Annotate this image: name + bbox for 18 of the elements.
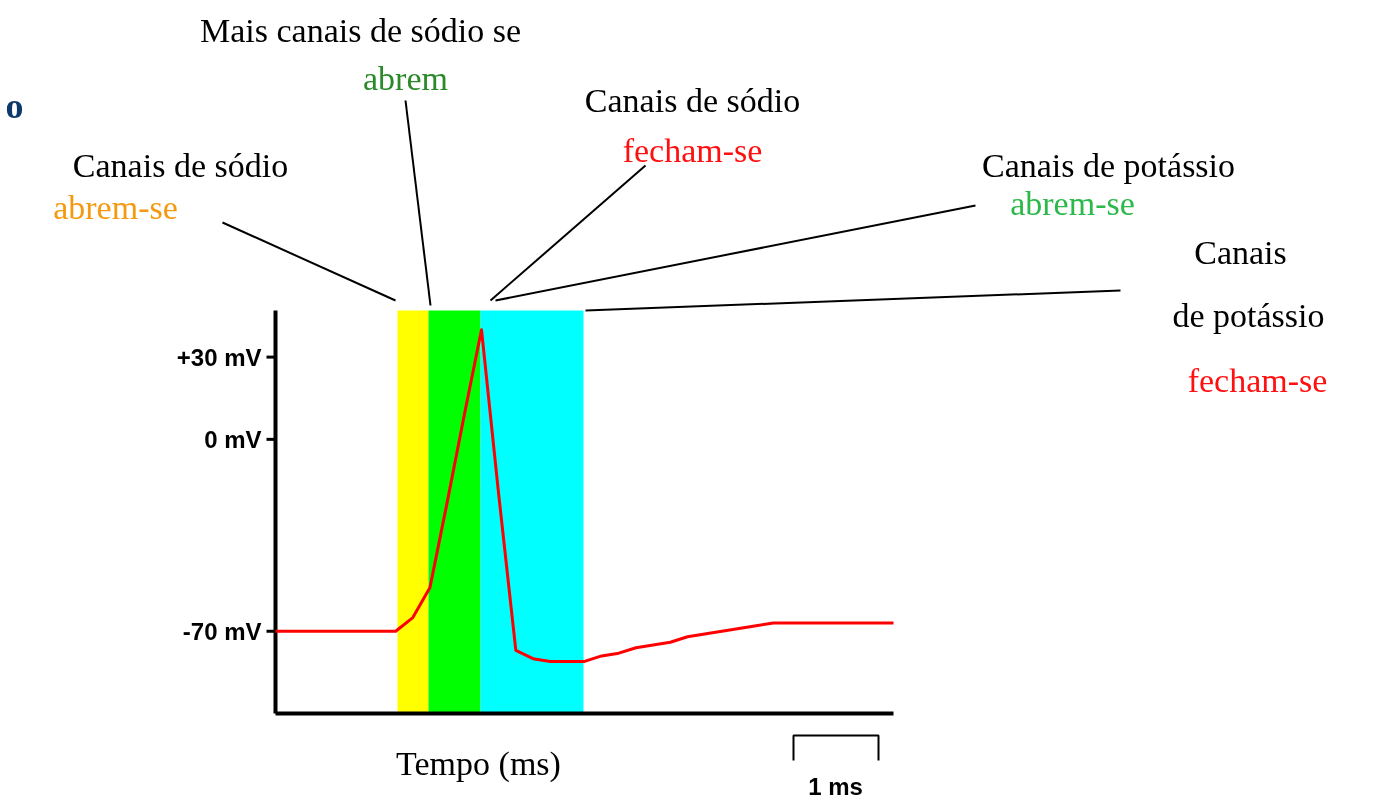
y-tick-label: -70 mV xyxy=(182,617,262,645)
text: fecham-se xyxy=(1187,362,1328,399)
x-axis-title: Tempo (ms) xyxy=(396,745,561,783)
text: de potássio xyxy=(1172,297,1325,334)
text: Canais de sódio xyxy=(584,82,801,119)
y-tick-label: 0 mV xyxy=(204,425,262,453)
text: abrem-se xyxy=(53,189,178,226)
line-series xyxy=(274,328,895,663)
y-tick-label: +30 mV xyxy=(176,343,262,371)
text: Canais xyxy=(1194,234,1287,271)
text: Canais de potássio xyxy=(981,147,1236,184)
text: Canais de sódio xyxy=(72,147,289,184)
text: 1 ms xyxy=(808,773,863,800)
text: abrem xyxy=(363,60,448,97)
text: Mais canais de sódio se xyxy=(199,12,522,49)
text: abrem-se xyxy=(1010,185,1135,222)
text: o xyxy=(5,85,24,126)
text: fecham-se xyxy=(622,132,763,169)
